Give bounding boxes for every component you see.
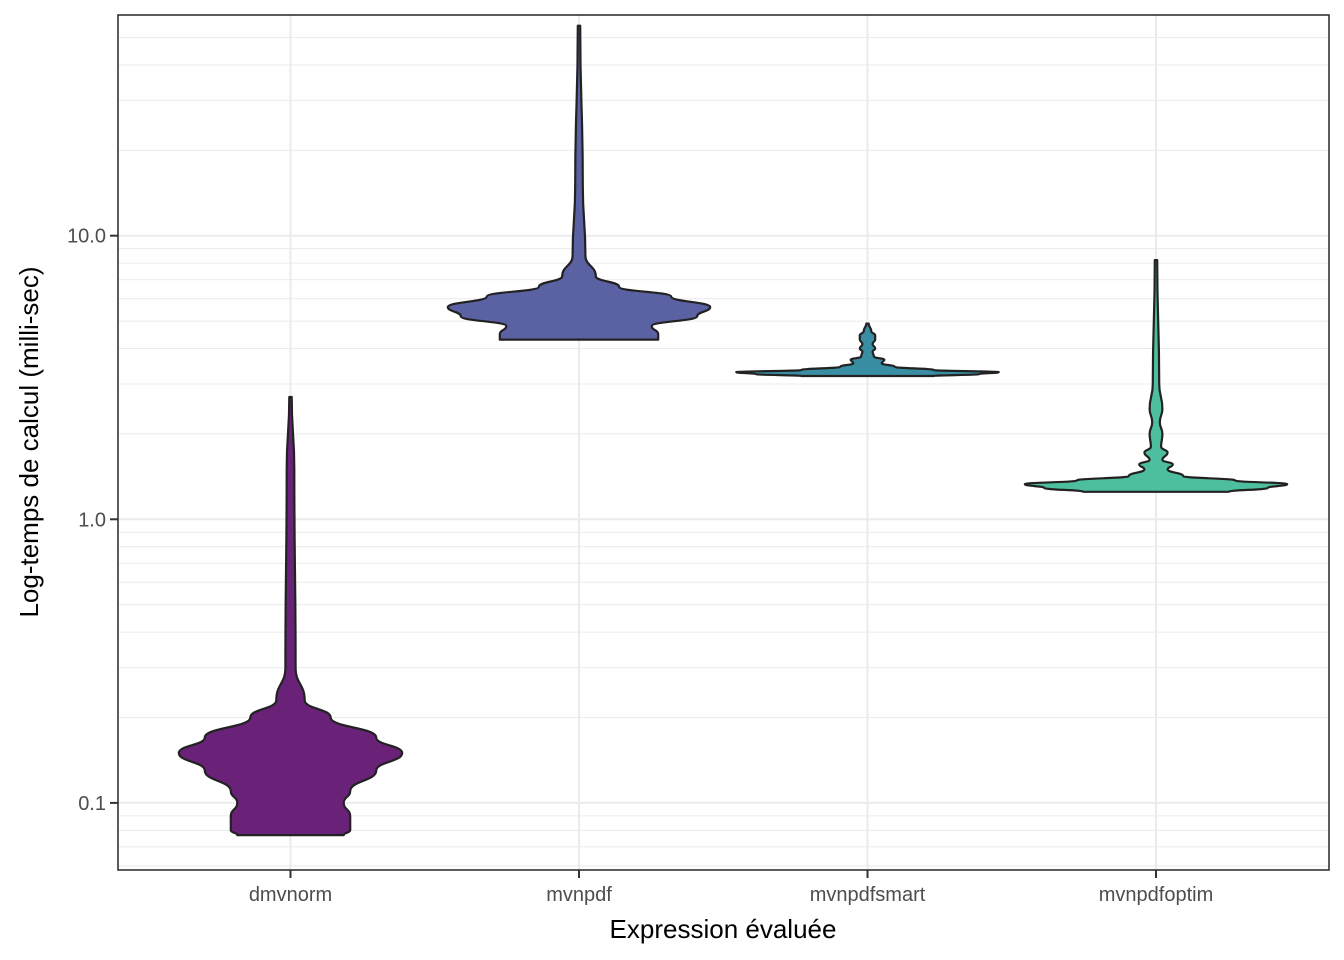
violin-mvnpdfsmart bbox=[735, 322, 1000, 378]
violin-dmvnorm bbox=[177, 395, 404, 837]
y-tick-label: 10.0 bbox=[67, 226, 106, 248]
y-axis-title: Log-temps de calcul (milli-sec) bbox=[14, 266, 44, 617]
y-tick-label: 0.1 bbox=[78, 793, 106, 815]
x-tick-label: mvnpdfsmart bbox=[810, 884, 926, 906]
x-tick-label: dmvnorm bbox=[249, 884, 332, 906]
panel-border bbox=[117, 14, 1330, 871]
y-tick-label: 1.0 bbox=[78, 509, 106, 531]
x-tick-label: mvnpdfoptim bbox=[1099, 884, 1214, 906]
violin-mvnpdf bbox=[446, 24, 712, 341]
x-tick-label: mvnpdf bbox=[546, 884, 612, 906]
x-axis-title: Expression évaluée bbox=[610, 914, 837, 944]
plot-panel: 0.1 1.0 10.0 dmvnorm mvnpdf mvnpdfsmart mvnpdf… bbox=[67, 14, 1330, 906]
violin-mvnpdfoptim bbox=[1023, 259, 1289, 493]
